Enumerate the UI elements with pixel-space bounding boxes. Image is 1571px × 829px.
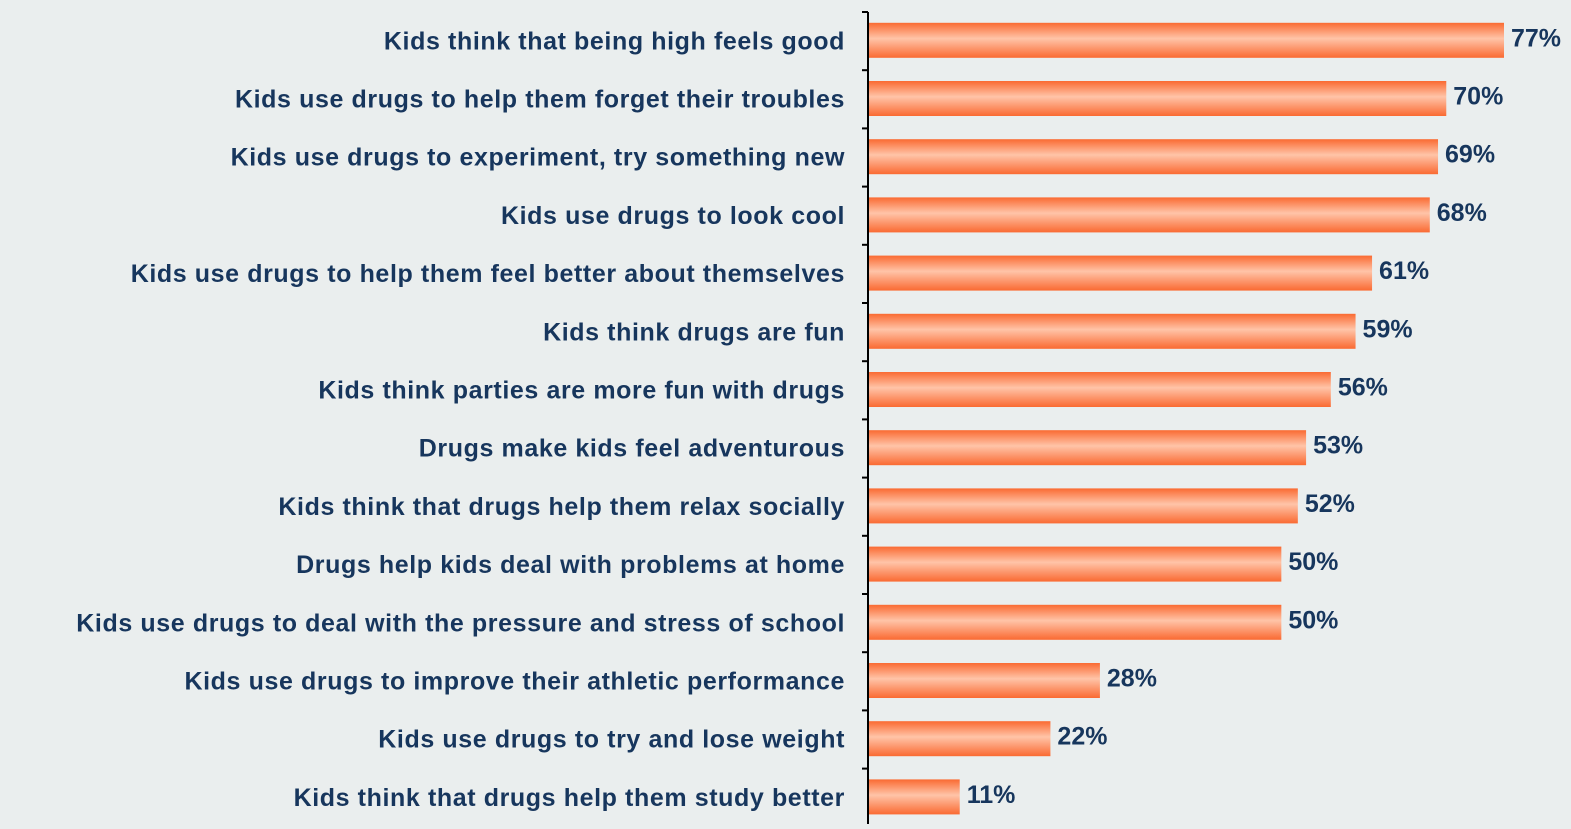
category-label: Drugs make kids feel adventurous: [419, 435, 845, 463]
value-label: 50%: [1288, 548, 1338, 576]
category-label: Kids use drugs to improve their athletic…: [184, 668, 845, 696]
bar: [869, 372, 1331, 407]
category-label: Kids think that drugs help them relax so…: [278, 493, 845, 521]
y-axis: [862, 11, 869, 824]
value-label: 50%: [1288, 606, 1338, 634]
value-label: 53%: [1313, 432, 1363, 460]
category-label: Kids think parties are more fun with dru…: [318, 377, 845, 405]
bar: [869, 721, 1051, 757]
value-label: 28%: [1107, 665, 1157, 693]
category-label: Kids use drugs to help them feel better …: [131, 260, 845, 288]
value-label: 77%: [1511, 24, 1561, 52]
category-label: Kids use drugs to deal with the pressure…: [76, 609, 845, 637]
bar: [869, 22, 1504, 58]
category-label: Kids use drugs to help them forget their…: [235, 86, 845, 114]
category-label: Kids think drugs are fun: [543, 318, 845, 346]
category-label: Drugs help kids deal with problems at ho…: [296, 551, 845, 579]
value-label: 52%: [1305, 490, 1355, 518]
category-label: Kids use drugs to experiment, try someth…: [231, 144, 845, 172]
value-label: 70%: [1453, 83, 1503, 111]
bar: [869, 663, 1100, 698]
value-labels: 77% 70% 69% 68% 61% 59% 56% 53% 52% 50% 50% 28% 22% 1…: [967, 24, 1561, 809]
bar: [869, 139, 1439, 175]
bar: [869, 313, 1356, 349]
value-label: 68%: [1437, 199, 1487, 227]
category-label: Kids think that being high feels good: [384, 27, 845, 55]
bar: [869, 779, 960, 815]
category-label: Kids think that drugs help them study be…: [294, 784, 845, 812]
value-label: 69%: [1445, 141, 1495, 169]
bar: [869, 546, 1282, 582]
category-labels: Kids think that being high feels good Kid…: [76, 27, 845, 812]
value-label: 61%: [1379, 257, 1429, 285]
category-label: Kids use drugs to try and lose weight: [378, 726, 845, 754]
bar: [869, 197, 1430, 233]
category-label: Kids use drugs to look cool: [501, 202, 845, 230]
bars-layer: [869, 22, 1504, 815]
value-label: 59%: [1363, 315, 1413, 343]
bar: [869, 255, 1373, 291]
bar: [869, 604, 1282, 640]
bar: [869, 488, 1298, 524]
bar: [869, 81, 1447, 116]
bar: [869, 430, 1307, 466]
value-label: 11%: [967, 781, 1016, 809]
value-label: 22%: [1057, 723, 1107, 751]
value-label: 56%: [1338, 374, 1388, 402]
